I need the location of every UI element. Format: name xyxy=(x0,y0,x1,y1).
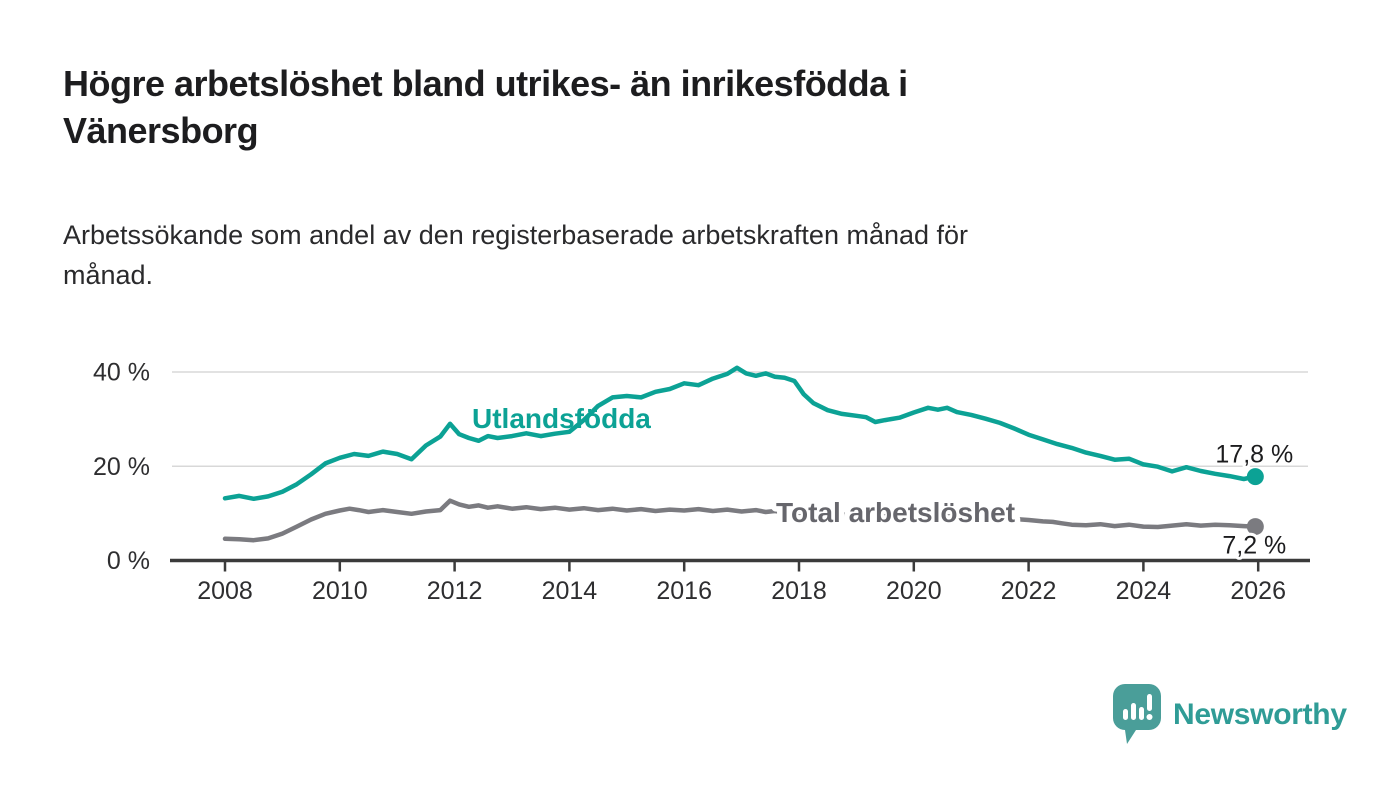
series-label-utlandsfodda: Utlandsfödda xyxy=(472,403,651,434)
y-axis-tick-label: 40 % xyxy=(93,359,150,387)
x-axis-tick-label: 2020 xyxy=(886,577,942,605)
y-axis-tick-label: 0 % xyxy=(107,547,150,575)
series-label-total: Total arbetslöshet xyxy=(776,497,1015,528)
newsworthy-bubble-icon xyxy=(1113,684,1161,744)
subtitle-line-1: Arbetssökande som andel av den registerb… xyxy=(63,220,969,250)
x-axis-tick-label: 2014 xyxy=(542,577,598,605)
x-axis-tick-label: 2026 xyxy=(1230,577,1286,605)
page-title: Högre arbetslöshet bland utrikes- än inr… xyxy=(63,60,1283,154)
x-axis-tick-label: 2010 xyxy=(312,577,368,605)
end-dot-utlandsfodda xyxy=(1246,468,1264,486)
newsworthy-logo: Newsworthy xyxy=(1113,684,1347,746)
x-axis-tick-label: 2024 xyxy=(1116,577,1172,605)
x-axis-tick-label: 2022 xyxy=(1001,577,1057,605)
series-line-utlandsfodda xyxy=(222,365,1258,502)
x-axis-tick-label: 2012 xyxy=(427,577,483,605)
subtitle-line-2: månad. xyxy=(63,260,154,290)
end-dot-total xyxy=(1246,518,1264,536)
title-line-1: Högre arbetslöshet bland utrikes- än inr… xyxy=(63,63,908,104)
end-value-label-total: 7,2 % xyxy=(1222,532,1286,560)
x-axis-tick-label: 2008 xyxy=(197,577,253,605)
series-line-total xyxy=(222,498,1258,543)
newsworthy-wordmark: Newsworthy xyxy=(1173,698,1347,731)
end-value-label-utlandsfodda: 17,8 % xyxy=(1215,441,1293,469)
title-line-2: Vänersborg xyxy=(63,110,259,151)
x-axis-tick-label: 2016 xyxy=(656,577,712,605)
x-axis-tick-label: 2018 xyxy=(771,577,827,605)
chart-subtitle: Arbetssökande som andel av den registerb… xyxy=(63,215,1293,295)
y-axis-tick-label: 20 % xyxy=(93,453,150,481)
